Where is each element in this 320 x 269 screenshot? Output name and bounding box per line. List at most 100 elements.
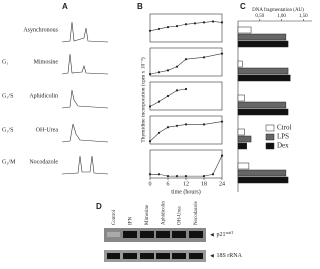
point: [166, 175, 170, 178]
line: [149, 21, 223, 32]
line: [149, 53, 223, 75]
point: [202, 56, 206, 59]
bar: [237, 169, 287, 177]
x-tick-label: 0: [149, 181, 152, 187]
lane-label: Mimosine: [145, 204, 150, 225]
histograms: [61, 21, 109, 175]
panel-label: C: [240, 2, 246, 11]
legend-swatch: [265, 124, 275, 132]
line: [150, 155, 223, 177]
point: [211, 20, 215, 23]
point: [157, 173, 161, 176]
bar: [237, 162, 250, 170]
panel-label: A: [62, 2, 68, 11]
point: [175, 175, 179, 178]
bar: [237, 101, 287, 109]
point: [175, 25, 179, 28]
plot-frame: [149, 115, 223, 145]
point: [148, 29, 152, 32]
panel-label: B: [137, 2, 143, 11]
point: [211, 173, 215, 176]
x-tick-label: 0,50: [255, 14, 264, 19]
bar: [237, 26, 252, 34]
bar: [237, 60, 243, 68]
x-tick-label: 6: [167, 181, 170, 187]
point: [175, 89, 179, 92]
bar: [237, 108, 289, 116]
x-tick-label: 1,00: [277, 14, 286, 19]
point: [220, 52, 224, 55]
point: [193, 22, 197, 25]
chart-title: DNA fragmentation (AU): [252, 8, 304, 13]
phase-label: G₁/S: [2, 93, 13, 99]
lane-label: Control: [112, 209, 117, 225]
legend-label: Ctrol: [277, 124, 291, 132]
point: [157, 71, 161, 74]
treatment-label: Asynchronous: [23, 27, 58, 33]
point: [184, 123, 188, 126]
point: [220, 120, 224, 123]
lane-label: Nocodazole: [194, 200, 199, 225]
point: [202, 123, 206, 126]
point: [184, 58, 188, 61]
bar: [237, 94, 245, 102]
phase-label: G₂/M: [2, 159, 16, 165]
bar: [237, 128, 245, 136]
bar: [237, 33, 287, 41]
point: [184, 23, 188, 26]
treatment-label: Aphidicolin: [29, 93, 58, 99]
legend-label: LPS: [277, 133, 289, 141]
point: [220, 154, 224, 157]
bar: [237, 142, 247, 150]
legend-label: Dex: [277, 142, 289, 150]
point: [148, 105, 152, 108]
x-tick-label: 18: [201, 181, 207, 187]
point: [175, 65, 179, 68]
point: [148, 173, 152, 176]
point: [184, 87, 188, 91]
plot-frame: [149, 149, 223, 179]
band-label: ◄ p21waf1: [209, 230, 233, 238]
band-label: ◄ 18S rRNA: [209, 253, 243, 259]
point: [184, 175, 188, 178]
plot-frame: [149, 47, 223, 77]
treatment-label: Nocodazole: [29, 159, 58, 165]
bands: [107, 231, 203, 238]
point: [157, 131, 161, 134]
point: [166, 94, 170, 98]
x-axis-label: time (hours): [171, 188, 201, 195]
phase-label: G₁/S: [2, 127, 13, 133]
x-tick-label: 1,50: [299, 14, 308, 19]
point: [202, 21, 206, 24]
legend-swatch: [265, 133, 275, 141]
treatment-label: OH-Urea: [36, 127, 59, 133]
point: [157, 100, 161, 103]
bands: [107, 253, 203, 259]
x-tick-label: 12: [183, 181, 189, 187]
point: [166, 126, 170, 129]
legend-swatch: [265, 142, 275, 150]
plot-frame: [149, 13, 223, 43]
point: [202, 175, 206, 178]
point: [220, 21, 224, 24]
bar: [237, 135, 252, 143]
bar: [237, 40, 289, 48]
line: [149, 88, 187, 107]
point: [157, 27, 161, 31]
point: [148, 140, 152, 143]
y-axis-label: Thymidine incorporation (cpm x 10⁻³): [139, 57, 146, 142]
lane-label: OH-Urea: [178, 206, 183, 225]
lane-label: Aphidicolin: [161, 201, 166, 225]
treatment-label: Mimosine: [34, 59, 59, 65]
point: [175, 124, 179, 127]
plot-frame: [149, 81, 223, 111]
phase-label: G₁: [2, 59, 8, 65]
point: [148, 73, 152, 76]
bar: [237, 176, 289, 184]
bar: [237, 74, 291, 82]
lane-label: IFN: [129, 217, 134, 225]
x-tick-label: 24: [219, 181, 225, 187]
bar: [237, 67, 289, 75]
